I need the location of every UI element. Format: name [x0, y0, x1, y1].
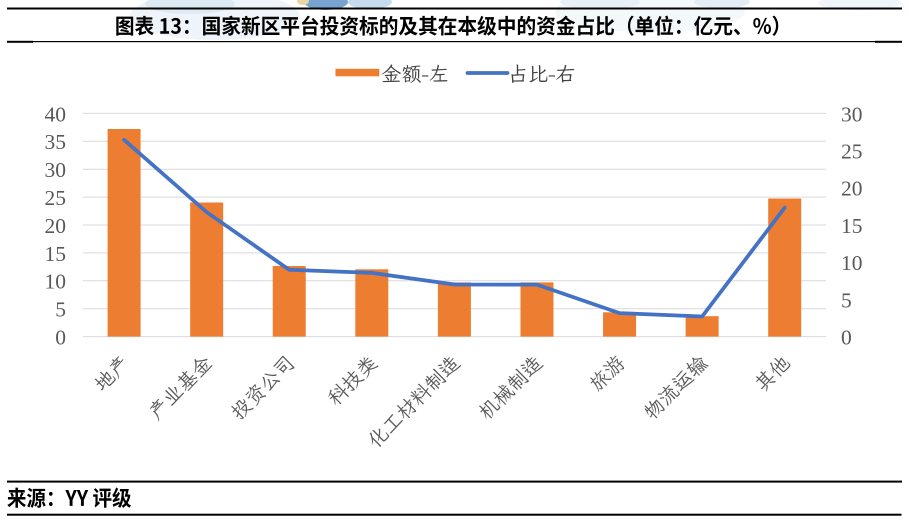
- svg-text:0: 0: [841, 326, 852, 350]
- svg-text:20: 20: [841, 177, 863, 201]
- svg-text:10: 10: [45, 270, 67, 294]
- svg-text:30: 30: [841, 102, 863, 126]
- svg-text:15: 15: [841, 214, 863, 238]
- svg-text:20: 20: [45, 214, 67, 238]
- svg-text:25: 25: [45, 186, 67, 210]
- svg-text:40: 40: [45, 102, 67, 126]
- svg-text:35: 35: [45, 130, 67, 154]
- svg-text:10: 10: [841, 251, 863, 275]
- svg-text:25: 25: [841, 140, 863, 164]
- svg-text:0: 0: [55, 326, 66, 350]
- svg-text:5: 5: [841, 288, 852, 312]
- svg-text:5: 5: [55, 298, 66, 322]
- svg-text:30: 30: [45, 158, 67, 182]
- svg-text:15: 15: [45, 242, 67, 266]
